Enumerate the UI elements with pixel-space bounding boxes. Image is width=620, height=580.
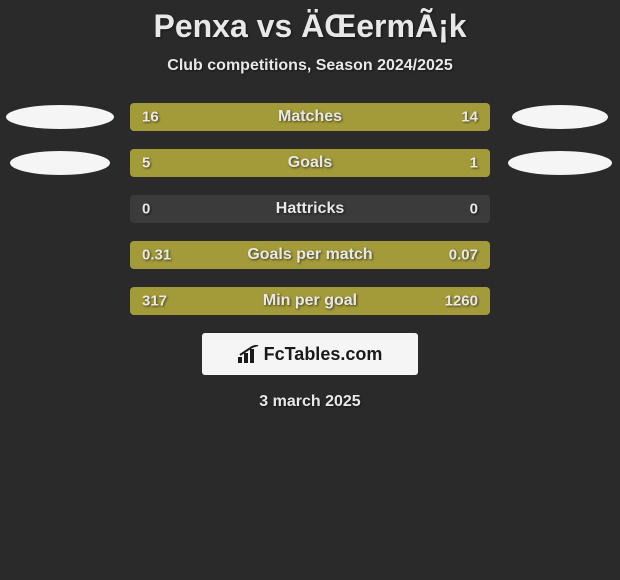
player-right-marker [500, 151, 620, 175]
stat-value-left: 0 [142, 201, 150, 218]
stat-bar: 0 0 Hattricks [130, 195, 490, 223]
oval-icon [6, 105, 114, 129]
stat-value-left: 317 [142, 293, 167, 310]
stats-comparison-widget: Penxa vs ÄŒermÃ¡k Club competitions, Sea… [0, 0, 620, 411]
stat-row: 317 1260 Min per goal [0, 287, 620, 315]
date-label: 3 march 2025 [0, 393, 620, 411]
stat-value-left: 5 [142, 155, 150, 172]
stat-value-right: 0 [470, 201, 478, 218]
stat-value-left: 16 [142, 109, 159, 126]
chart-icon [238, 345, 260, 363]
brand-logo[interactable]: FcTables.com [202, 333, 418, 375]
stat-row: 16 14 Matches [0, 103, 620, 131]
page-title: Penxa vs ÄŒermÃ¡k [0, 8, 620, 45]
stat-label: Goals per match [247, 246, 372, 264]
stat-row: 0.31 0.07 Goals per match [0, 241, 620, 269]
stat-bar: 0.31 0.07 Goals per match [130, 241, 490, 269]
player-right-marker [500, 105, 620, 129]
stat-bar: 5 1 Goals [130, 149, 490, 177]
stat-bar: 16 14 Matches [130, 103, 490, 131]
player-left-marker [0, 151, 120, 175]
stat-label: Goals [288, 154, 332, 172]
stat-value-right: 1 [470, 155, 478, 172]
footer-logo-area: FcTables.com [0, 333, 620, 375]
subtitle: Club competitions, Season 2024/2025 [0, 57, 620, 75]
bar-left-fill [130, 149, 404, 177]
stat-value-right: 0.07 [449, 247, 478, 264]
stat-row: 0 0 Hattricks [0, 195, 620, 223]
stat-row: 5 1 Goals [0, 149, 620, 177]
oval-icon [508, 151, 612, 175]
stat-value-right: 14 [461, 109, 478, 126]
stat-label: Hattricks [276, 200, 344, 218]
oval-icon [512, 105, 608, 129]
oval-icon [10, 151, 110, 175]
stat-value-left: 0.31 [142, 247, 171, 264]
brand-text: FcTables.com [264, 344, 383, 365]
stat-value-right: 1260 [445, 293, 478, 310]
stat-bar: 317 1260 Min per goal [130, 287, 490, 315]
stat-label: Matches [278, 108, 342, 126]
comparison-rows: 16 14 Matches 5 1 Goals 0 0 Hattricks 0.31 0.07 Goa… [0, 103, 620, 315]
player-left-marker [0, 105, 120, 129]
stat-label: Min per goal [263, 292, 357, 310]
